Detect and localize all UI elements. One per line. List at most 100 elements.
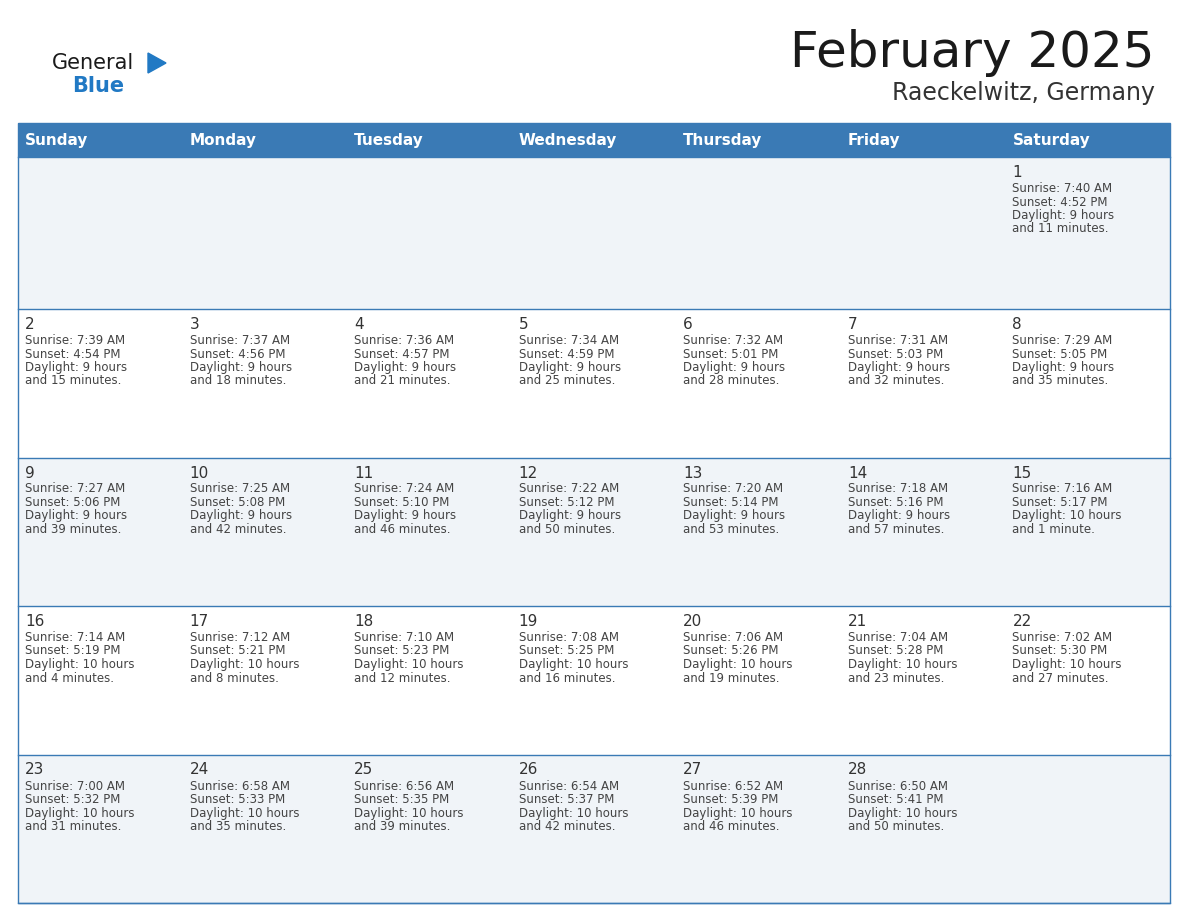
Text: Daylight: 10 hours: Daylight: 10 hours — [190, 807, 299, 820]
Text: General: General — [52, 53, 134, 73]
Text: and 39 minutes.: and 39 minutes. — [25, 523, 121, 536]
Text: Daylight: 9 hours: Daylight: 9 hours — [519, 509, 621, 522]
Text: Daylight: 10 hours: Daylight: 10 hours — [25, 658, 134, 671]
Bar — [841, 309, 1005, 457]
Bar — [841, 457, 1005, 606]
Text: and 31 minutes.: and 31 minutes. — [25, 820, 121, 833]
Bar — [512, 457, 676, 606]
Text: and 35 minutes.: and 35 minutes. — [190, 820, 286, 833]
Text: and 21 minutes.: and 21 minutes. — [354, 375, 450, 387]
Text: and 28 minutes.: and 28 minutes. — [683, 375, 779, 387]
Text: Daylight: 10 hours: Daylight: 10 hours — [519, 807, 628, 820]
Text: Sunrise: 7:37 AM: Sunrise: 7:37 AM — [190, 334, 290, 347]
Text: Sunrise: 7:10 AM: Sunrise: 7:10 AM — [354, 631, 454, 644]
Text: Sunrise: 7:25 AM: Sunrise: 7:25 AM — [190, 483, 290, 496]
Text: Sunrise: 7:40 AM: Sunrise: 7:40 AM — [1012, 182, 1112, 195]
Text: Sunset: 5:35 PM: Sunset: 5:35 PM — [354, 793, 449, 806]
Text: 28: 28 — [848, 763, 867, 778]
Bar — [18, 755, 183, 903]
Text: Raeckelwitz, Germany: Raeckelwitz, Germany — [892, 81, 1155, 105]
Text: 17: 17 — [190, 614, 209, 629]
Bar — [1005, 309, 1170, 457]
Text: Daylight: 10 hours: Daylight: 10 hours — [1012, 658, 1121, 671]
Text: Sunset: 5:23 PM: Sunset: 5:23 PM — [354, 644, 449, 657]
Text: 9: 9 — [25, 465, 34, 480]
Text: 23: 23 — [25, 763, 44, 778]
Text: Daylight: 10 hours: Daylight: 10 hours — [25, 807, 134, 820]
Bar — [841, 123, 1005, 157]
Bar — [347, 457, 512, 606]
Text: Sunset: 5:37 PM: Sunset: 5:37 PM — [519, 793, 614, 806]
Text: 10: 10 — [190, 465, 209, 480]
Text: Sunset: 4:57 PM: Sunset: 4:57 PM — [354, 348, 449, 361]
Text: Sunrise: 7:06 AM: Sunrise: 7:06 AM — [683, 631, 783, 644]
Bar — [676, 457, 841, 606]
Text: Daylight: 9 hours: Daylight: 9 hours — [190, 509, 292, 522]
Text: Sunset: 4:59 PM: Sunset: 4:59 PM — [519, 348, 614, 361]
Bar — [1005, 755, 1170, 903]
Text: Daylight: 9 hours: Daylight: 9 hours — [683, 361, 785, 374]
Text: 26: 26 — [519, 763, 538, 778]
Text: 5: 5 — [519, 317, 529, 332]
Text: Sunset: 5:03 PM: Sunset: 5:03 PM — [848, 348, 943, 361]
Text: Daylight: 9 hours: Daylight: 9 hours — [519, 361, 621, 374]
Text: Saturday: Saturday — [1012, 132, 1091, 148]
Text: and 11 minutes.: and 11 minutes. — [1012, 222, 1108, 236]
Text: and 39 minutes.: and 39 minutes. — [354, 820, 450, 833]
Text: Daylight: 10 hours: Daylight: 10 hours — [354, 807, 463, 820]
Text: Sunrise: 7:20 AM: Sunrise: 7:20 AM — [683, 483, 783, 496]
Text: Daylight: 9 hours: Daylight: 9 hours — [354, 361, 456, 374]
Text: Sunrise: 6:58 AM: Sunrise: 6:58 AM — [190, 779, 290, 792]
Text: Daylight: 9 hours: Daylight: 9 hours — [354, 509, 456, 522]
Text: Daylight: 9 hours: Daylight: 9 hours — [190, 361, 292, 374]
Text: 8: 8 — [1012, 317, 1022, 332]
Text: Sunset: 5:25 PM: Sunset: 5:25 PM — [519, 644, 614, 657]
Text: and 50 minutes.: and 50 minutes. — [519, 523, 615, 536]
Text: Sunrise: 7:29 AM: Sunrise: 7:29 AM — [1012, 334, 1113, 347]
Text: 22: 22 — [1012, 614, 1031, 629]
Text: Sunrise: 7:04 AM: Sunrise: 7:04 AM — [848, 631, 948, 644]
Text: 27: 27 — [683, 763, 702, 778]
Bar — [676, 309, 841, 457]
Text: Sunrise: 7:08 AM: Sunrise: 7:08 AM — [519, 631, 619, 644]
Text: Sunrise: 7:39 AM: Sunrise: 7:39 AM — [25, 334, 125, 347]
Bar — [18, 457, 183, 606]
Bar — [347, 123, 512, 157]
Text: Tuesday: Tuesday — [354, 132, 424, 148]
Text: Daylight: 10 hours: Daylight: 10 hours — [848, 807, 958, 820]
Bar — [1005, 457, 1170, 606]
Text: Daylight: 9 hours: Daylight: 9 hours — [25, 509, 127, 522]
Text: Friday: Friday — [848, 132, 901, 148]
Bar — [512, 123, 676, 157]
Text: Sunset: 5:10 PM: Sunset: 5:10 PM — [354, 496, 449, 509]
Bar — [347, 755, 512, 903]
Text: and 42 minutes.: and 42 minutes. — [519, 820, 615, 833]
Text: Thursday: Thursday — [683, 132, 763, 148]
Text: Sunset: 5:01 PM: Sunset: 5:01 PM — [683, 348, 778, 361]
Text: Sunrise: 7:00 AM: Sunrise: 7:00 AM — [25, 779, 125, 792]
Text: Sunset: 5:08 PM: Sunset: 5:08 PM — [190, 496, 285, 509]
Bar — [18, 123, 1170, 903]
Text: Daylight: 10 hours: Daylight: 10 hours — [683, 807, 792, 820]
Text: Sunset: 5:41 PM: Sunset: 5:41 PM — [848, 793, 943, 806]
Text: February 2025: February 2025 — [790, 29, 1155, 77]
Text: Monday: Monday — [190, 132, 257, 148]
Text: Sunday: Sunday — [25, 132, 88, 148]
Text: Sunset: 5:30 PM: Sunset: 5:30 PM — [1012, 644, 1107, 657]
Text: Daylight: 10 hours: Daylight: 10 hours — [190, 658, 299, 671]
Text: and 12 minutes.: and 12 minutes. — [354, 671, 450, 685]
Text: Blue: Blue — [72, 76, 124, 96]
Text: and 53 minutes.: and 53 minutes. — [683, 523, 779, 536]
Text: and 1 minute.: and 1 minute. — [1012, 523, 1095, 536]
Text: Sunrise: 7:14 AM: Sunrise: 7:14 AM — [25, 631, 125, 644]
Text: Sunrise: 7:22 AM: Sunrise: 7:22 AM — [519, 483, 619, 496]
Text: and 23 minutes.: and 23 minutes. — [848, 671, 944, 685]
Bar — [841, 157, 1005, 309]
Text: 3: 3 — [190, 317, 200, 332]
Text: Wednesday: Wednesday — [519, 132, 617, 148]
Bar — [676, 157, 841, 309]
Text: 11: 11 — [354, 465, 373, 480]
Text: Sunrise: 7:27 AM: Sunrise: 7:27 AM — [25, 483, 125, 496]
Bar — [347, 157, 512, 309]
Text: and 18 minutes.: and 18 minutes. — [190, 375, 286, 387]
